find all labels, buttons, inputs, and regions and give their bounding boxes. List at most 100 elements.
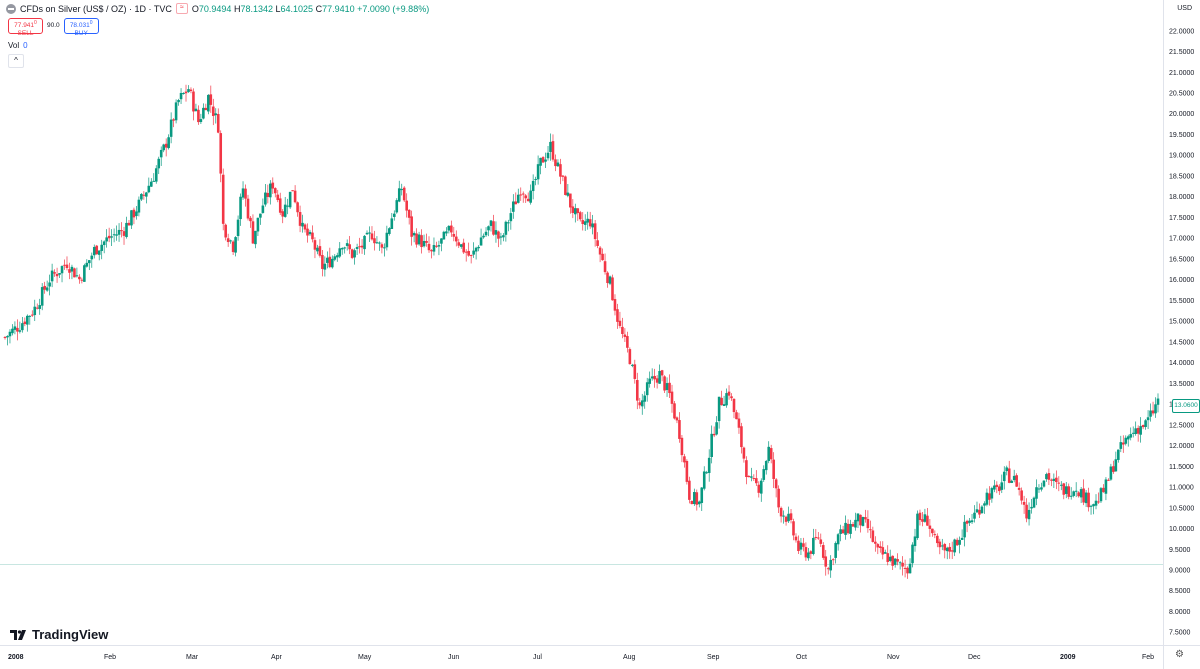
candle-body: [812, 537, 815, 555]
candle-body: [730, 396, 733, 399]
candle-body: [792, 521, 795, 536]
time-axis[interactable]: 2008 Feb Mar Apr May Jun Jul Aug Sep Oct Nov Dec 200…: [0, 645, 1163, 669]
price-tick-label: 12.0000: [1169, 443, 1194, 450]
candle-body: [953, 539, 956, 553]
candle-body: [145, 192, 148, 197]
candle-body: [135, 211, 138, 217]
time-tick-label: Feb: [1142, 654, 1154, 661]
candle-body: [593, 223, 597, 240]
tradingview-logo[interactable]: TradingView: [10, 627, 108, 642]
price-tick-label: 16.5000: [1169, 256, 1194, 263]
candle-body: [831, 559, 835, 561]
candle-body: [1089, 505, 1093, 507]
candle-body: [303, 224, 307, 230]
candle-body: [278, 198, 282, 213]
candle-body: [826, 568, 830, 570]
collapse-legend-button[interactable]: ^: [8, 54, 24, 68]
candle-body: [350, 249, 354, 258]
price-axis[interactable]: 22.0000 21.5000 21.0000 20.5000 20.0000 19.50…: [1163, 0, 1200, 645]
candle-body: [571, 206, 575, 213]
candle-body: [745, 460, 748, 478]
candle-body: [757, 484, 761, 493]
candle-body: [849, 523, 852, 534]
candle-body: [1094, 500, 1098, 506]
candle-body: [938, 541, 942, 548]
candle-body: [363, 235, 366, 250]
candle-body: [338, 248, 342, 257]
symbol-legend[interactable]: CFDs on Silver (US$ / OZ) · 1D · TVC ≈ O…: [6, 3, 429, 14]
price-tick-label: 10.0000: [1169, 526, 1194, 533]
candle-body: [695, 492, 699, 505]
candle-body: [990, 488, 994, 499]
candle-body: [578, 212, 582, 220]
candle-body: [762, 469, 766, 480]
candle-body: [509, 213, 513, 222]
candle-body: [911, 544, 914, 564]
candle-body: [851, 524, 855, 527]
candle-body: [950, 550, 954, 552]
candle-body: [891, 555, 894, 566]
candle-body: [440, 238, 443, 244]
candle-body: [348, 244, 351, 250]
candle-body: [484, 231, 488, 236]
candle-body: [1126, 436, 1130, 440]
candle-body: [769, 448, 773, 460]
candle-body: [1047, 473, 1051, 480]
settings-gear-icon[interactable]: ⚙: [1175, 649, 1184, 660]
candle-body: [152, 180, 156, 182]
candle-body: [271, 182, 275, 189]
candle-body: [298, 212, 302, 226]
candle-body: [16, 327, 19, 332]
candle-body: [380, 244, 384, 248]
candle-body: [199, 119, 203, 123]
candle-body: [948, 546, 952, 552]
candle-body: [1074, 490, 1078, 492]
candle-body: [494, 230, 498, 235]
currency-label[interactable]: USD: [1177, 5, 1192, 12]
symbol-title[interactable]: CFDs on Silver (US$ / OZ) · 1D · TVC: [20, 3, 172, 14]
candle-body: [985, 492, 989, 505]
price-tick-label: 18.0000: [1169, 194, 1194, 201]
candle-body: [288, 191, 292, 208]
candle-body: [219, 133, 223, 174]
candle-body: [1035, 487, 1038, 499]
chart-area[interactable]: [0, 0, 1163, 645]
candle-body: [816, 537, 820, 539]
candle-body: [665, 383, 669, 391]
candle-body: [202, 107, 205, 119]
candle-body: [162, 144, 165, 151]
candle-body: [787, 513, 790, 522]
candle-body: [179, 92, 183, 100]
candle-body: [1002, 471, 1006, 482]
candle-body: [33, 306, 37, 316]
candle-body: [1017, 487, 1021, 490]
price-chart[interactable]: [0, 0, 1163, 645]
candle-body: [469, 255, 473, 257]
candle-body: [960, 537, 964, 540]
candle-body: [549, 141, 552, 152]
candle-body: [539, 157, 542, 166]
candle-body: [130, 210, 133, 226]
candle-body: [653, 375, 656, 380]
candle-body: [660, 370, 664, 376]
candle-body: [430, 250, 433, 252]
candle-body: [504, 221, 508, 235]
candle-body: [1030, 506, 1033, 509]
candle-body: [750, 476, 753, 478]
candle-body: [1117, 449, 1120, 460]
candle-body: [958, 540, 961, 545]
candle-body: [450, 225, 453, 233]
candle-body: [722, 404, 726, 407]
sell-button[interactable]: 77.9410 SELL: [8, 18, 43, 37]
candle-body: [125, 222, 128, 238]
buy-button[interactable]: 78.0310 BUY: [63, 18, 99, 37]
time-tick-label: Mar: [186, 654, 199, 661]
price-tick-label: 8.5000: [1169, 588, 1191, 595]
time-tick-label: Sep: [707, 654, 720, 661]
tradingview-logo-icon: [10, 629, 28, 640]
volume-legend[interactable]: Vol 0: [8, 41, 28, 50]
candle-body: [645, 382, 649, 396]
candle-body: [192, 91, 195, 112]
candle-body: [127, 222, 131, 226]
candle-body: [102, 241, 106, 246]
